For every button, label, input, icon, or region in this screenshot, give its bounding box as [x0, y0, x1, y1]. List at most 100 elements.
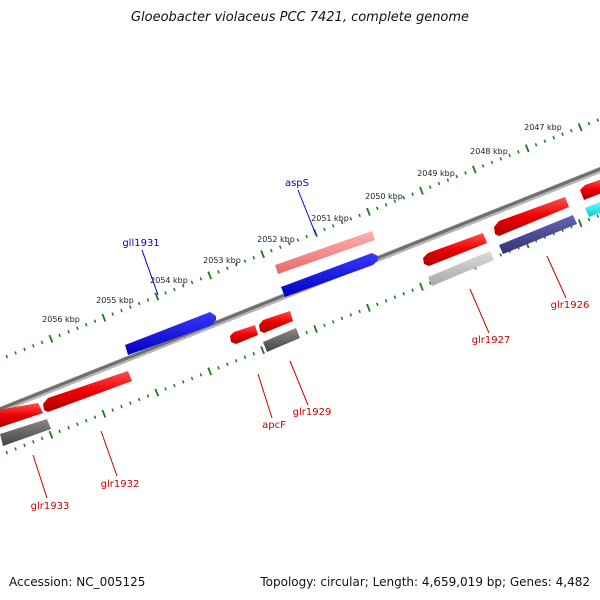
- inner-tick: [331, 320, 335, 324]
- gene-glr1926-arrow[interactable]: [494, 197, 569, 236]
- scale-label-2051: 2051 kbp: [311, 214, 349, 223]
- scale-label-2047: 2047 kbp: [524, 123, 562, 132]
- inner-tick: [376, 302, 379, 307]
- map-title: Gloeobacter violaceus PCC 7421, complete…: [130, 10, 470, 25]
- outer-tick: [76, 326, 79, 330]
- outer-tick: [40, 340, 44, 345]
- gene-glr1933-arrow[interactable]: [0, 403, 43, 428]
- outer-tick: [252, 255, 256, 260]
- outer-tick: [243, 259, 247, 263]
- scale-label-2049: 2049 kbp: [417, 169, 455, 178]
- outer-tick: [543, 139, 547, 143]
- scale-label-2050: 2050 kbp: [365, 192, 403, 201]
- inner-tick: [428, 281, 432, 285]
- inner-tick: [93, 415, 97, 419]
- gene-glr1926-block[interactable]: [499, 215, 577, 254]
- outer-tick: [32, 344, 35, 348]
- outer-tick: [340, 220, 344, 225]
- gene-glr1929-block[interactable]: [263, 328, 300, 352]
- inner-tick: [32, 440, 35, 444]
- gene-edge-red-arrow[interactable]: [580, 179, 600, 200]
- leader-aspS: [297, 189, 317, 236]
- leader-glr1933: [32, 454, 48, 499]
- inner-tick: [358, 309, 361, 314]
- gene-label-glr1932: glr1932: [101, 479, 140, 490]
- inner-tick: [190, 376, 194, 381]
- inner-tick: [419, 282, 424, 291]
- outer-tick: [93, 319, 97, 323]
- gene-apcF-arrow[interactable]: [230, 325, 258, 344]
- outer-tick: [577, 123, 583, 132]
- inner-tick: [252, 351, 256, 356]
- outer-tick: [58, 333, 61, 338]
- inner-tick: [137, 397, 141, 402]
- outer-tick: [366, 207, 371, 216]
- outer-tick: [323, 227, 326, 232]
- gene-aspS-block[interactable]: [275, 231, 375, 274]
- inner-tick: [366, 303, 371, 312]
- gene-label-aspS: aspS: [285, 178, 309, 189]
- outer-tick: [587, 121, 591, 126]
- inner-tick: [411, 288, 414, 292]
- gene-label-gll1931: gll1931: [122, 238, 159, 249]
- inner-tick: [173, 383, 176, 388]
- inner-tick: [323, 323, 326, 328]
- outer-tick: [260, 250, 265, 259]
- gene-glr1929-arrow[interactable]: [259, 311, 293, 333]
- outer-tick: [217, 270, 220, 274]
- gene-edge-cyan-block[interactable]: [585, 201, 600, 217]
- scale-label-2055: 2055 kbp: [96, 296, 134, 305]
- gene-label-glr1929: glr1929: [293, 407, 332, 418]
- scale-label-2053: 2053 kbp: [203, 256, 241, 265]
- leader-glr1929: [289, 360, 309, 406]
- gene-label-glr1933: glr1933: [31, 501, 70, 512]
- inner-tick: [5, 450, 9, 455]
- inner-tick: [402, 291, 406, 296]
- outer-tick: [234, 263, 238, 267]
- outer-tick: [446, 178, 450, 182]
- outer-tick: [23, 347, 26, 352]
- outer-tick: [5, 354, 9, 359]
- gene-gll1931-arrow[interactable]: [125, 312, 216, 355]
- gene-aspS-arrow[interactable]: [281, 253, 378, 297]
- outer-tick: [428, 185, 432, 189]
- accession-text: Accession: NC_005125: [9, 575, 146, 589]
- outer-tick: [499, 157, 503, 161]
- inner-tick: [120, 404, 123, 409]
- inner-tick: [499, 253, 503, 257]
- outer-tick: [129, 305, 132, 309]
- inner-tick: [129, 401, 132, 405]
- inner-tick: [260, 346, 265, 355]
- scale-label-2056: 2056 kbp: [42, 315, 80, 324]
- outer-tick: [490, 160, 494, 165]
- outer-tick: [419, 186, 424, 195]
- gene-glr1932-arrow[interactable]: [43, 371, 132, 412]
- gene-glr1927-block[interactable]: [428, 251, 494, 286]
- inner-tick: [40, 436, 44, 441]
- gene-glr1927-arrow[interactable]: [423, 233, 487, 266]
- inner-tick: [305, 330, 308, 335]
- inner-tick: [313, 324, 318, 334]
- outer-tick: [101, 313, 107, 322]
- inner-tick: [234, 359, 238, 363]
- leader-glr1927: [469, 288, 490, 334]
- inner-tick: [393, 295, 397, 299]
- outer-tick: [411, 192, 414, 196]
- outer-tick: [305, 234, 308, 239]
- outer-tick: [181, 284, 185, 288]
- outer-tick: [534, 143, 538, 147]
- outer-tick: [517, 150, 520, 154]
- outer-tick: [376, 206, 379, 211]
- genome-summary-text: Topology: circular; Length: 4,659,019 bp…: [260, 575, 590, 589]
- outer-tick: [67, 330, 70, 334]
- outer-tick: [84, 322, 88, 327]
- inner-tick: [217, 366, 220, 370]
- scale-label-2052: 2052 kbp: [257, 235, 295, 244]
- inner-tick: [384, 299, 388, 303]
- inner-tick: [14, 447, 17, 451]
- outer-tick: [437, 181, 441, 186]
- leader-glr1932: [100, 430, 118, 477]
- scale-label-2054: 2054 kbp: [150, 276, 188, 285]
- inner-tick: [577, 219, 583, 228]
- gene-glr1933-block[interactable]: [0, 419, 51, 446]
